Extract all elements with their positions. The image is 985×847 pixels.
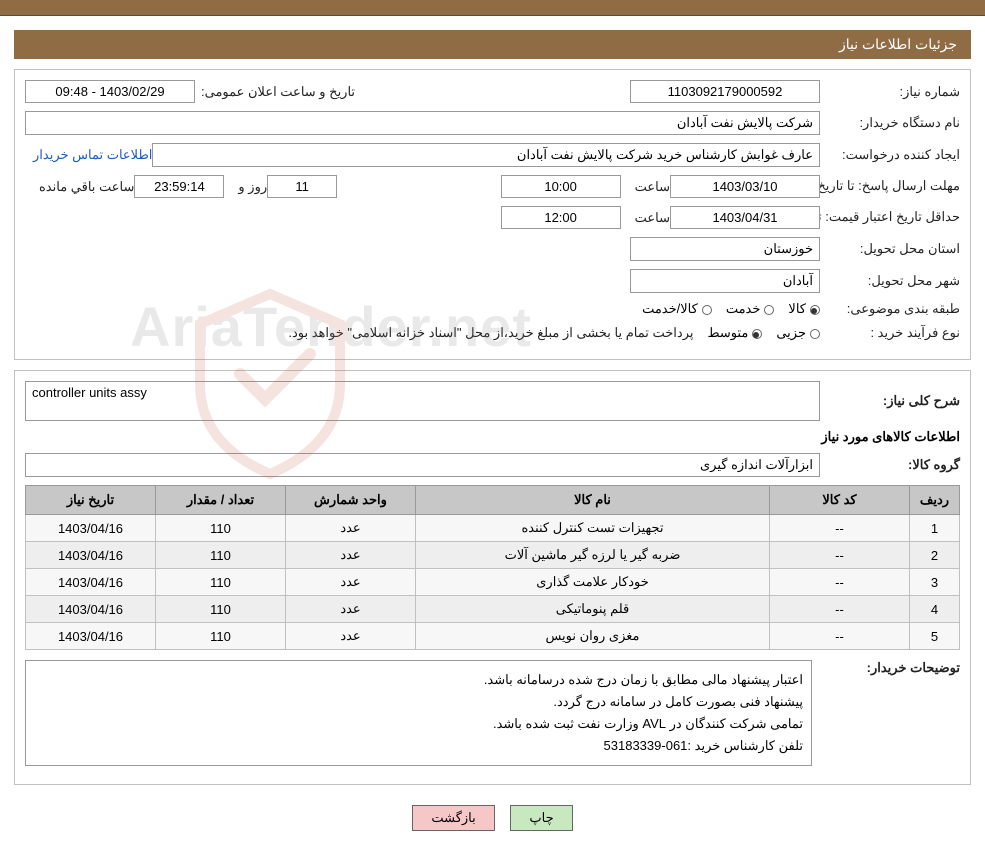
table-header: تعداد / مقدار — [156, 486, 286, 515]
table-cell: 110 — [156, 623, 286, 650]
requester-value: عارف غوابش کارشناس خرید شرکت پالایش نفت … — [152, 143, 820, 167]
price-validity-time: 12:00 — [501, 206, 621, 229]
table-cell: عدد — [286, 542, 416, 569]
table-cell: عدد — [286, 569, 416, 596]
top-brown-bar — [0, 0, 985, 16]
table-cell: -- — [770, 623, 910, 650]
table-cell: عدد — [286, 623, 416, 650]
radio-goods-service[interactable]: کالا/خدمت — [642, 301, 712, 317]
items-info-title: اطلاعات کالاهای مورد نیاز — [25, 429, 960, 445]
table-header: تاریخ نیاز — [26, 486, 156, 515]
delivery-province-value: خوزستان — [630, 237, 820, 261]
radio-goods[interactable]: کالا — [788, 301, 820, 317]
radio-partial[interactable]: جزیی — [776, 325, 820, 341]
table-cell: 1403/04/16 — [26, 569, 156, 596]
delivery-city-value: آبادان — [630, 269, 820, 293]
back-button[interactable]: بازگشت — [412, 805, 494, 831]
table-row: 3--خودکار علامت گذاریعدد1101403/04/16 — [26, 569, 960, 596]
radio-medium[interactable]: متوسط — [707, 325, 762, 341]
table-cell: عدد — [286, 515, 416, 542]
table-cell: مغزی روان نویس — [416, 623, 770, 650]
table-cell: 3 — [910, 569, 960, 596]
overall-need-value: controller units assy — [25, 381, 820, 421]
table-row: 2--ضربه گیر یا لرزه گیر ماشین آلاتعدد110… — [26, 542, 960, 569]
group-value: ابزارآلات اندازه گیری — [25, 453, 820, 477]
announce-datetime-value: 1403/02/29 - 09:48 — [25, 80, 195, 103]
price-validity-date: 1403/04/31 — [670, 206, 820, 229]
remarks-label: توضیحات خریدار: — [820, 660, 960, 676]
page-title: جزئیات اطلاعات نیاز — [14, 30, 971, 59]
requester-label: ایجاد کننده درخواست: — [820, 147, 960, 163]
table-cell: 4 — [910, 596, 960, 623]
days-remaining: 11 — [267, 175, 337, 198]
delivery-province-label: استان محل تحویل: — [820, 241, 960, 257]
countdown-timer: 23:59:14 — [134, 175, 224, 198]
table-cell: خودکار علامت گذاری — [416, 569, 770, 596]
table-header: ردیف — [910, 486, 960, 515]
table-cell: -- — [770, 515, 910, 542]
need-number-label: شماره نیاز: — [820, 84, 960, 100]
table-row: 1--تجهیزات تست کنترل کنندهعدد1101403/04/… — [26, 515, 960, 542]
table-header: کد کالا — [770, 486, 910, 515]
table-cell: عدد — [286, 596, 416, 623]
remarks-line: تلفن کارشناس خرید :061-53183339 — [34, 735, 803, 757]
table-header: واحد شمارش — [286, 486, 416, 515]
delivery-city-label: شهر محل تحویل: — [820, 273, 960, 289]
table-cell: 2 — [910, 542, 960, 569]
table-cell: 110 — [156, 515, 286, 542]
table-cell: -- — [770, 569, 910, 596]
reply-deadline-time: 10:00 — [501, 175, 621, 198]
table-cell: تجهیزات تست کنترل کننده — [416, 515, 770, 542]
table-cell: 1403/04/16 — [26, 515, 156, 542]
need-panel: شرح کلی نیاز: controller units assy اطلا… — [14, 370, 971, 785]
remaining-label: ساعت باقي مانده — [33, 179, 134, 195]
need-number-value: 1103092179000592 — [630, 80, 820, 103]
process-note: پرداخت تمام یا بخشی از مبلغ خرید،از محل … — [282, 325, 693, 341]
print-button[interactable]: چاپ — [510, 805, 572, 831]
price-validity-label: حداقل تاریخ اعتبار قیمت: تا تاریخ: — [820, 209, 960, 226]
table-cell: 1403/04/16 — [26, 542, 156, 569]
group-label: گروه کالا: — [820, 457, 960, 473]
days-label: روز و — [232, 179, 267, 195]
button-row: چاپ بازگشت — [0, 795, 985, 847]
table-cell: قلم پنوماتیکی — [416, 596, 770, 623]
buyer-contact-link[interactable]: اطلاعات تماس خریدار — [33, 147, 152, 163]
remarks-line: اعتبار پیشنهاد مالی مطابق با زمان درج شد… — [34, 669, 803, 691]
table-cell: 1 — [910, 515, 960, 542]
items-table: ردیفکد کالانام کالاواحد شمارشتعداد / مقد… — [25, 485, 960, 650]
table-cell: 110 — [156, 569, 286, 596]
table-header: نام کالا — [416, 486, 770, 515]
table-row: 5--مغزی روان نویسعدد1101403/04/16 — [26, 623, 960, 650]
table-row: 4--قلم پنوماتیکیعدد1101403/04/16 — [26, 596, 960, 623]
radio-service[interactable]: خدمت — [726, 301, 775, 317]
remarks-line: تمامی شرکت کنندگان در AVL وزارت نفت ثبت … — [34, 713, 803, 735]
table-cell: 5 — [910, 623, 960, 650]
reply-deadline-label: مهلت ارسال پاسخ: تا تاریخ: — [820, 178, 960, 195]
buyer-org-value: شرکت پالایش نفت آبادان — [25, 111, 820, 135]
process-type-label: نوع فرآیند خرید : — [820, 325, 960, 341]
buyer-org-label: نام دستگاه خریدار: — [820, 115, 960, 131]
overall-need-label: شرح کلی نیاز: — [820, 393, 960, 409]
remarks-line: پیشنهاد فنی بصورت کامل در سامانه درج گرد… — [34, 691, 803, 713]
reply-deadline-date: 1403/03/10 — [670, 175, 820, 198]
classification-label: طبقه بندی موضوعی: — [820, 301, 960, 317]
remarks-box: اعتبار پیشنهاد مالی مطابق با زمان درج شد… — [25, 660, 812, 766]
table-cell: 110 — [156, 542, 286, 569]
table-cell: ضربه گیر یا لرزه گیر ماشین آلات — [416, 542, 770, 569]
time-label-1: ساعت — [629, 179, 670, 195]
table-cell: 110 — [156, 596, 286, 623]
time-label-2: ساعت — [629, 210, 670, 226]
table-cell: 1403/04/16 — [26, 623, 156, 650]
table-cell: 1403/04/16 — [26, 596, 156, 623]
announce-datetime-label: تاریخ و ساعت اعلان عمومی: — [195, 84, 355, 100]
table-cell: -- — [770, 596, 910, 623]
table-cell: -- — [770, 542, 910, 569]
details-panel: شماره نیاز: 1103092179000592 تاریخ و ساع… — [14, 69, 971, 360]
